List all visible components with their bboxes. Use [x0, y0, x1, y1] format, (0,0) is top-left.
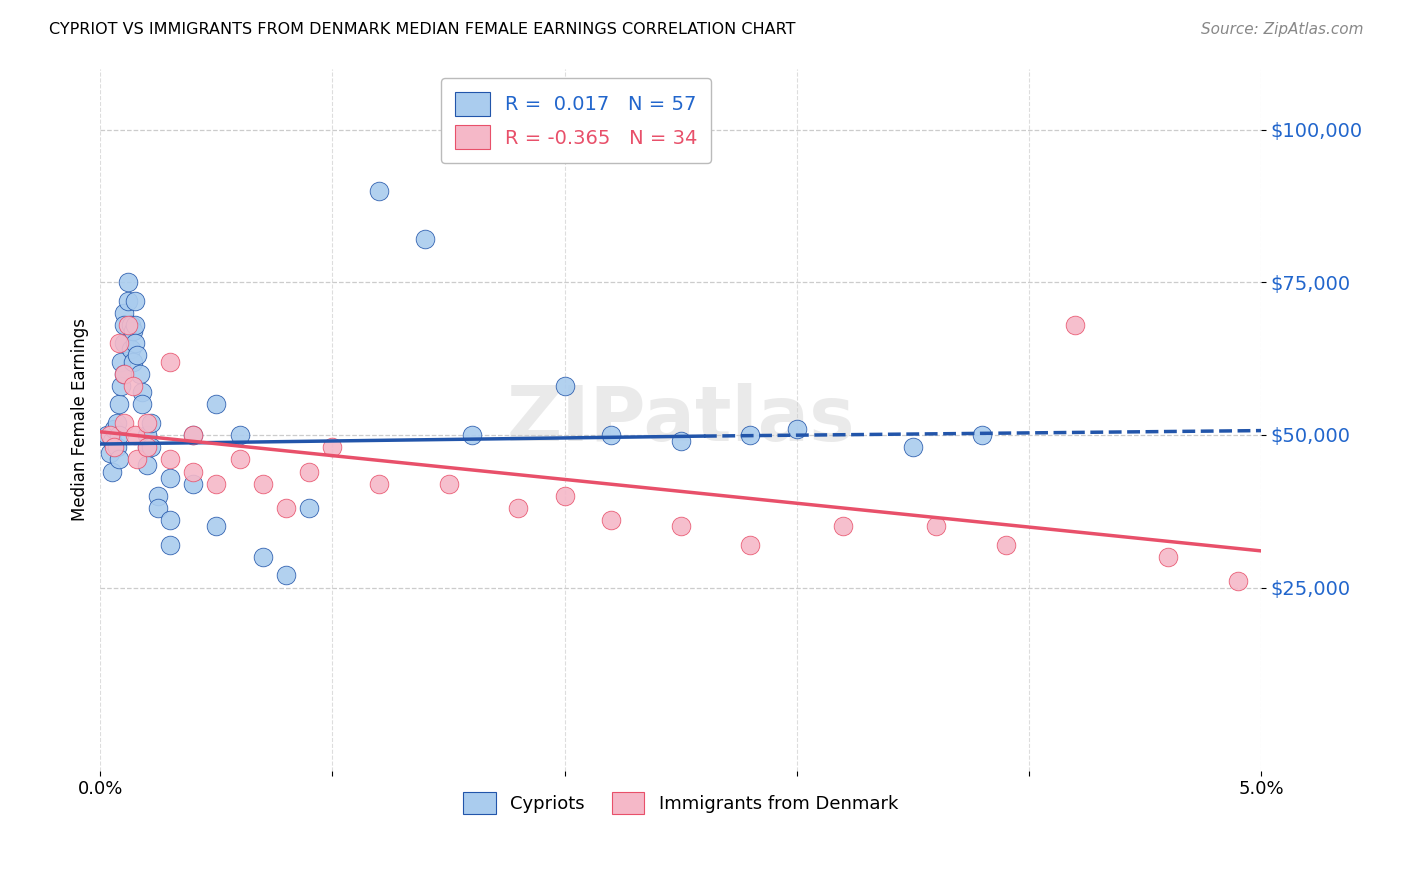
Point — [1064, 318, 1087, 332]
Point — [669, 434, 692, 448]
Point — [600, 428, 623, 442]
Point — [740, 428, 762, 442]
Point — [508, 501, 530, 516]
Point — [117, 293, 139, 308]
Point — [112, 367, 135, 381]
Point — [112, 318, 135, 332]
Point — [124, 428, 146, 442]
Point — [159, 354, 181, 368]
Text: ZIPatlas: ZIPatlas — [506, 383, 855, 457]
Point — [461, 428, 484, 442]
Point — [786, 422, 808, 436]
Point — [135, 428, 157, 442]
Point — [205, 476, 228, 491]
Point — [437, 476, 460, 491]
Point — [98, 446, 121, 460]
Text: Source: ZipAtlas.com: Source: ZipAtlas.com — [1201, 22, 1364, 37]
Point — [554, 379, 576, 393]
Point — [135, 458, 157, 473]
Point — [321, 440, 343, 454]
Point — [832, 519, 855, 533]
Point — [972, 428, 994, 442]
Point — [110, 379, 132, 393]
Point — [101, 465, 124, 479]
Point — [131, 397, 153, 411]
Point — [121, 324, 143, 338]
Point — [994, 538, 1017, 552]
Point — [205, 519, 228, 533]
Point — [120, 318, 142, 332]
Point — [127, 452, 149, 467]
Point — [367, 184, 389, 198]
Point — [103, 440, 125, 454]
Point — [124, 318, 146, 332]
Point — [117, 318, 139, 332]
Point — [135, 416, 157, 430]
Point — [901, 440, 924, 454]
Point — [925, 519, 948, 533]
Point — [252, 476, 274, 491]
Point — [159, 452, 181, 467]
Point — [141, 416, 163, 430]
Point — [135, 440, 157, 454]
Point — [148, 489, 170, 503]
Point — [252, 549, 274, 564]
Point — [1157, 549, 1180, 564]
Point — [105, 440, 128, 454]
Point — [121, 379, 143, 393]
Point — [159, 470, 181, 484]
Point — [105, 416, 128, 430]
Point — [274, 568, 297, 582]
Text: CYPRIOT VS IMMIGRANTS FROM DENMARK MEDIAN FEMALE EARNINGS CORRELATION CHART: CYPRIOT VS IMMIGRANTS FROM DENMARK MEDIA… — [49, 22, 796, 37]
Legend: Cypriots, Immigrants from Denmark: Cypriots, Immigrants from Denmark — [453, 781, 910, 825]
Point — [205, 397, 228, 411]
Point — [108, 336, 131, 351]
Point — [131, 385, 153, 400]
Point — [101, 434, 124, 448]
Point — [124, 293, 146, 308]
Point — [181, 465, 204, 479]
Point — [117, 275, 139, 289]
Point — [112, 336, 135, 351]
Point — [298, 501, 321, 516]
Point — [298, 465, 321, 479]
Point — [108, 397, 131, 411]
Point — [228, 428, 250, 442]
Point — [159, 513, 181, 527]
Point — [148, 501, 170, 516]
Point — [112, 416, 135, 430]
Point — [669, 519, 692, 533]
Point — [96, 428, 118, 442]
Point — [108, 452, 131, 467]
Point — [127, 349, 149, 363]
Point — [121, 354, 143, 368]
Point — [128, 367, 150, 381]
Point — [1226, 574, 1249, 589]
Point — [110, 354, 132, 368]
Point — [367, 476, 389, 491]
Point — [181, 428, 204, 442]
Point — [98, 428, 121, 442]
Point — [181, 428, 204, 442]
Point — [112, 306, 135, 320]
Point — [554, 489, 576, 503]
Point — [103, 422, 125, 436]
Y-axis label: Median Female Earnings: Median Female Earnings — [72, 318, 89, 521]
Point — [181, 476, 204, 491]
Point — [740, 538, 762, 552]
Point — [415, 232, 437, 246]
Point — [274, 501, 297, 516]
Point — [108, 428, 131, 442]
Point — [124, 336, 146, 351]
Point — [141, 440, 163, 454]
Point — [120, 343, 142, 357]
Point — [112, 367, 135, 381]
Point — [228, 452, 250, 467]
Point — [600, 513, 623, 527]
Point — [135, 440, 157, 454]
Point — [159, 538, 181, 552]
